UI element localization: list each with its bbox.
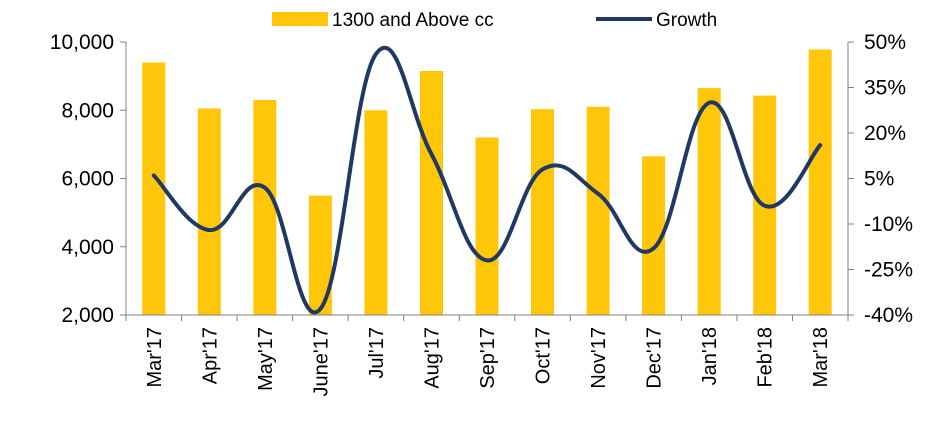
bar-9 (642, 156, 666, 315)
bar-7 (531, 109, 554, 315)
right-tick-label: 5% (864, 168, 894, 191)
legend-label-line: Growth (656, 10, 717, 31)
x-tick-label: Aug'17 (421, 327, 443, 389)
legend-swatch-bars (272, 12, 328, 26)
left-axis-ticks: 2,000 4,000 6,000 8,000 10,000 (50, 31, 126, 327)
bar-12 (808, 49, 832, 315)
growth-line (151, 45, 823, 315)
x-tick-label: Nov'17 (588, 327, 610, 389)
growth-series (151, 45, 823, 315)
bar-5 (420, 71, 443, 315)
x-tick-label: June'17 (310, 327, 332, 396)
bar-series (142, 49, 832, 316)
bar-10 (697, 88, 721, 315)
x-tick-label: Apr'17 (199, 327, 221, 384)
x-tick-label: Feb'18 (755, 327, 777, 388)
x-tick-label: Jul'17 (366, 327, 388, 379)
right-tick-label: 20% (864, 122, 906, 145)
bar-1 (197, 108, 221, 315)
right-tick-label: -25% (864, 259, 913, 282)
right-tick-label: -10% (864, 213, 913, 236)
bar-4 (364, 110, 388, 316)
x-tick-label: Mar'17 (144, 327, 166, 388)
legend: 1300 and Above cc Growth (272, 10, 717, 31)
bar-2 (253, 100, 277, 315)
legend-label-bars: 1300 and Above cc (332, 10, 494, 31)
x-tick-label: May'17 (255, 327, 277, 391)
right-tick-label: 50% (864, 31, 906, 54)
x-tick-label: Sep'17 (477, 327, 499, 389)
left-tick-label: 6,000 (61, 168, 114, 191)
x-tick-label: Mar'18 (810, 327, 832, 388)
left-tick-label: 10,000 (50, 31, 114, 54)
x-tick-label: Dec'17 (644, 327, 666, 389)
right-axis-ticks: -40% -25% -10% 5% 20% 35% 50% (848, 31, 913, 327)
bar-3 (308, 195, 332, 315)
left-tick-label: 4,000 (61, 236, 114, 259)
bar-0 (142, 62, 166, 315)
bar-8 (586, 106, 610, 315)
left-tick-label: 8,000 (61, 99, 114, 122)
left-tick-label: 2,000 (61, 304, 114, 327)
x-tick-label: Oct'17 (533, 327, 555, 384)
x-tick-label: Jan'18 (699, 327, 721, 385)
right-tick-label: -40% (864, 304, 913, 327)
right-tick-label: 35% (864, 77, 906, 100)
x-axis-ticks: Mar'17 Apr'17 May'17 June'17 Jul'17 Aug'17 Sep… (125, 315, 849, 396)
bar-6 (475, 137, 499, 315)
